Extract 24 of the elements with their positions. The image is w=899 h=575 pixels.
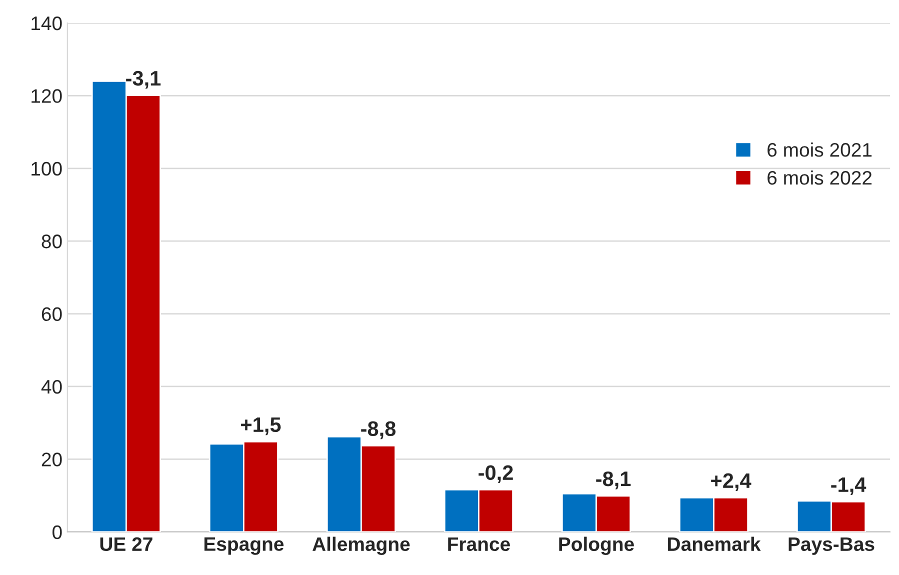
legend-label: 6 mois 2022 [768,170,872,185]
x-tick-label: Pays-Bas [788,537,874,555]
x-tick-label: Allemagne [312,536,410,555]
y-tick-label: 20 [42,452,62,466]
y-tick-label: 80 [42,234,62,248]
annotation: -8,1 [596,471,631,490]
annotation: -1,4 [831,477,866,496]
annotation: -3,1 [126,70,161,89]
x-tick-label: Espagne [204,537,284,555]
x-tick-label: Danemark [668,536,761,552]
y-tick-label: 60 [42,307,62,322]
y-tick-label: 120 [32,89,62,103]
annotation: -8,8 [361,421,396,440]
y-tick-label: 140 [32,16,62,30]
annotation: +2,4 [711,473,752,492]
legend-label: 6 mois 2021 [768,142,872,157]
x-tick-label: Pologne [559,536,634,555]
y-tick-label: 100 [32,162,62,176]
x-tick-label: UE 27 [100,537,152,552]
annotation: +1,5 [241,418,281,436]
y-tick-label: 0 [52,525,62,540]
x-tick-label: France [448,537,510,552]
annotation: -0,2 [478,465,513,484]
y-tick-label: 40 [41,380,62,394]
